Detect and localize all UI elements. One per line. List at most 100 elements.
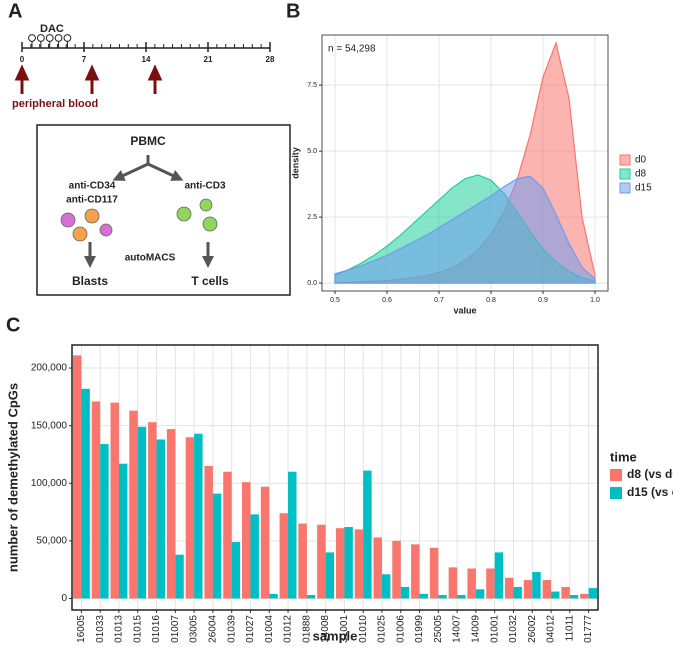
bar: [373, 537, 382, 599]
x-tick-label: 01007: [170, 615, 181, 643]
bar: [429, 547, 439, 599]
x-tick-label: 01010: [358, 615, 369, 643]
bar: [156, 439, 165, 599]
x-tick-label: 01999: [414, 615, 425, 643]
x-tick-label: 01012: [283, 615, 294, 643]
bar: [81, 388, 90, 599]
bar: [513, 586, 522, 599]
dac-dose: [45, 34, 54, 42]
bar: [363, 470, 372, 599]
x-tick-label: 11011: [564, 615, 575, 642]
y-tick-label: 5.0: [307, 148, 317, 155]
x-tick-label: 01888: [301, 615, 312, 643]
x-tick-label: 31001: [339, 615, 350, 643]
panel-label: C: [6, 314, 20, 336]
box: [36, 124, 291, 296]
bar: [100, 444, 109, 599]
bar: [392, 540, 401, 599]
legend-label: d15: [635, 183, 652, 194]
bar: [467, 568, 476, 599]
y-tick-label: 100,000: [31, 478, 68, 489]
x-tick-label: 0.6: [382, 297, 392, 304]
x-tick-label: 16005: [76, 615, 87, 643]
x-tick-label: 01001: [489, 615, 500, 643]
bar: [137, 426, 147, 599]
bar: [118, 463, 128, 599]
bar: [212, 493, 222, 599]
x-tick-label: 01039: [226, 615, 237, 643]
bar: [335, 528, 345, 599]
bar: [354, 529, 364, 599]
bar: [148, 422, 157, 599]
bar: [194, 433, 203, 599]
bar: [569, 595, 579, 599]
legend-label: d0: [635, 155, 647, 166]
bar: [279, 513, 289, 599]
x-axis-title: sample: [313, 628, 358, 643]
y-tick-label: 50,000: [36, 536, 67, 547]
bar: [438, 595, 447, 599]
cell-icons: [60, 198, 218, 242]
bar: [72, 355, 82, 599]
x-tick-label: 01027: [245, 615, 256, 643]
annotation: n = 54,298: [328, 44, 376, 55]
bar: [298, 523, 307, 599]
result-label: T cells: [191, 274, 229, 288]
legend-swatch: [619, 168, 631, 180]
timeline-label: 14: [142, 55, 151, 64]
legend-swatch: [610, 487, 622, 499]
x-tick-label: 01013: [114, 615, 125, 643]
x-tick-label: 01777: [583, 615, 594, 643]
x-tick-label: 26002: [527, 615, 538, 643]
bar: [475, 589, 485, 599]
bar: [505, 577, 514, 599]
source-label: peripheral blood: [12, 98, 98, 110]
bar: [175, 554, 184, 599]
bar: [381, 574, 391, 599]
plot-border: [321, 34, 609, 292]
x-tick-label: 01006: [395, 615, 406, 643]
y-tick-label: 7.5: [307, 82, 317, 89]
bar: [457, 595, 466, 599]
x-tick-label: 04012: [546, 615, 557, 643]
bar: [185, 437, 195, 599]
bar: [532, 571, 541, 599]
bar: [288, 471, 297, 599]
bar: [223, 471, 232, 599]
x-tick-label: 01033: [95, 615, 106, 643]
x-tick-label: 0.9: [538, 297, 548, 304]
dac-dose: [36, 34, 45, 42]
y-tick-label: 2.5: [307, 214, 317, 221]
method-label: autoMACS: [125, 253, 176, 264]
legend-swatch: [610, 469, 622, 481]
bar: [523, 580, 533, 599]
bar: [588, 588, 598, 599]
legend-title: time: [610, 449, 637, 464]
x-tick-label: 03005: [189, 615, 200, 643]
legend-swatch: [619, 182, 631, 194]
dac-dose: [28, 34, 36, 42]
marker-label: anti-CD3: [184, 181, 226, 192]
bar: [306, 595, 316, 599]
marker-label: anti-CD117: [66, 195, 118, 206]
bar: [486, 568, 495, 599]
bar: [400, 586, 410, 599]
marker-label: anti-CD34: [69, 181, 116, 192]
bar: [260, 486, 270, 599]
y-tick-label: 0.0: [307, 280, 317, 287]
panel-label: B: [286, 0, 300, 22]
bar: [580, 593, 589, 599]
sampling-arrows: [14, 64, 163, 94]
timeline-label: 7: [82, 55, 87, 64]
x-tick-label: 25005: [433, 615, 444, 643]
x-tick-label: 14008: [320, 615, 331, 643]
bar: [129, 410, 138, 599]
x-tick-label: 14009: [471, 615, 482, 643]
x-tick-label: 01032: [508, 615, 519, 643]
x-tick-label: 26004: [208, 615, 219, 643]
bar: [317, 524, 326, 599]
bar: [269, 593, 278, 599]
legend-swatch: [619, 154, 631, 166]
panel-label: A: [8, 0, 22, 22]
